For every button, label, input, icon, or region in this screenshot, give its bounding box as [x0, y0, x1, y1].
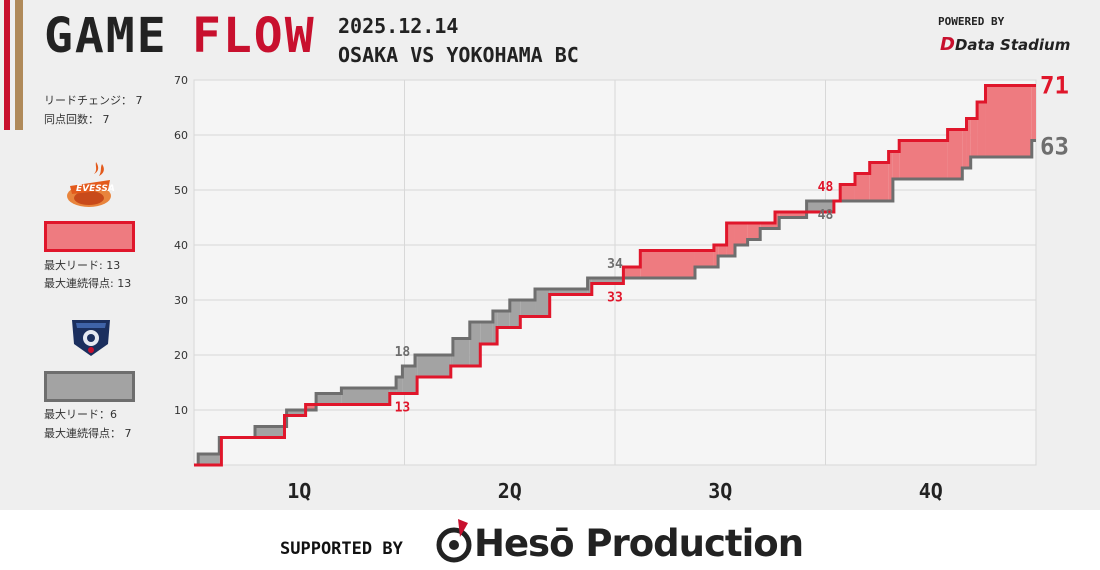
matchup: OSAKA VS YOKOHAMA BC: [338, 43, 579, 67]
lead-fill: [1031, 85, 1036, 141]
lead-fill: [452, 338, 470, 366]
accent-bar-gold: [15, 0, 23, 130]
lead-fill: [316, 393, 342, 405]
lead-fill: [623, 267, 641, 278]
lead-fill: [947, 129, 963, 179]
tie-count: 同点回数： 7: [44, 113, 110, 126]
lead-fill: [520, 300, 536, 317]
lead-fill: [640, 250, 695, 278]
lead-fill: [977, 102, 986, 157]
lead-fill: [492, 311, 498, 344]
y-tick-label: 10: [174, 404, 188, 417]
osaka-score-line: [194, 84, 1036, 467]
lead-fill: [726, 223, 735, 256]
lead-fill: [888, 151, 893, 201]
lead-fill: [415, 355, 418, 394]
lead-fill: [402, 366, 416, 394]
yokohama-max-lead: 最大リード：6: [44, 408, 117, 421]
lead-fill: [591, 278, 624, 284]
lead-fill: [469, 322, 481, 366]
y-tick-label: 70: [174, 74, 188, 87]
score-annotation: 18: [395, 345, 411, 360]
lead-fill: [509, 300, 521, 328]
lead-fill: [747, 223, 761, 240]
quarter-label: 4Q: [919, 479, 943, 503]
score-annotation: 34: [607, 257, 623, 272]
lead-fill: [549, 289, 588, 295]
supported-by: SUPPORTED BY: [280, 539, 403, 559]
yokohama-max-run: 最大連続得点： 7: [44, 427, 132, 440]
accent-bar-red: [4, 0, 10, 130]
osaka-max-run: 最大連続得点: 13: [44, 277, 132, 290]
y-tick-label: 30: [174, 294, 188, 307]
osaka-max-lead: 最大リード: 13: [44, 259, 121, 272]
title-game: GAME: [44, 8, 168, 64]
lead-fill: [806, 201, 834, 212]
lead-fill: [694, 250, 714, 267]
footer-banner: [0, 510, 1100, 570]
lead-fill: [970, 118, 978, 157]
y-tick-label: 20: [174, 349, 188, 362]
lead-fill: [966, 118, 971, 168]
lead-fill: [450, 355, 453, 366]
osaka-team-logo: EVESSA: [62, 160, 117, 216]
lead-fill: [417, 355, 451, 377]
lead-fill: [840, 184, 855, 201]
lead-fill: [497, 311, 510, 328]
lead-fill: [774, 212, 780, 229]
lead-fill: [985, 85, 1032, 157]
yokohama-team-logo: [66, 310, 116, 364]
heso-logo-icon: [436, 515, 476, 569]
score-annotation: 13: [395, 401, 411, 416]
y-tick-label: 60: [174, 129, 188, 142]
score-annotation: 33: [607, 291, 623, 306]
lead-fill: [396, 377, 403, 394]
lead-fill: [713, 245, 719, 267]
osaka-final-score: 71: [1040, 72, 1069, 100]
sponsor-name: Hesō Production: [474, 522, 804, 565]
y-tick-label: 40: [174, 239, 188, 252]
lead-fill: [480, 322, 493, 344]
game-date: 2025.12.14: [338, 14, 459, 38]
lead-fill: [341, 388, 390, 405]
osaka-legend-swatch: [44, 221, 135, 252]
lead-fill: [198, 454, 220, 465]
quarter-label: 3Q: [708, 479, 732, 503]
lead-fill: [389, 388, 397, 394]
lead-fill: [255, 426, 285, 438]
lead-fill: [899, 140, 948, 179]
y-tick-label: 50: [174, 184, 188, 197]
provider-name: Data Stadium: [954, 36, 1071, 54]
svg-text:EVESSA: EVESSA: [76, 184, 115, 194]
lead-fill: [892, 151, 900, 179]
game-flow-chart: 10 20 30 40 50 60 70 1Q 2Q 3Q 4Q 18 13 34 33 48 48 71 63: [174, 72, 1069, 504]
quarter-label: 2Q: [498, 479, 522, 503]
lead-changes: リードチェンジ： 7: [44, 94, 143, 107]
lead-fill: [587, 278, 592, 295]
lead-fill: [734, 223, 748, 245]
yokohama-score-line: [194, 139, 1036, 467]
lead-fill: [962, 129, 967, 168]
powered-by: POWERED BY: [938, 15, 1005, 28]
lead-fill: [869, 162, 889, 201]
lead-fill: [854, 173, 870, 201]
yokohama-legend-swatch: [44, 371, 135, 402]
score-annotation: 48: [818, 180, 834, 195]
lead-fill: [718, 245, 727, 256]
lead-fill: [535, 289, 550, 317]
lead-fill: [760, 223, 775, 229]
quarter-label: 1Q: [287, 479, 311, 503]
yokohama-final-score: 63: [1040, 133, 1069, 161]
score-annotation: 48: [818, 208, 834, 223]
data-stadium-logo: DData Stadium: [940, 34, 1071, 55]
lead-fill: [779, 212, 807, 218]
title-flow: FLOW: [192, 8, 316, 64]
lead-fill: [286, 410, 306, 416]
lead-fill: [305, 404, 317, 410]
